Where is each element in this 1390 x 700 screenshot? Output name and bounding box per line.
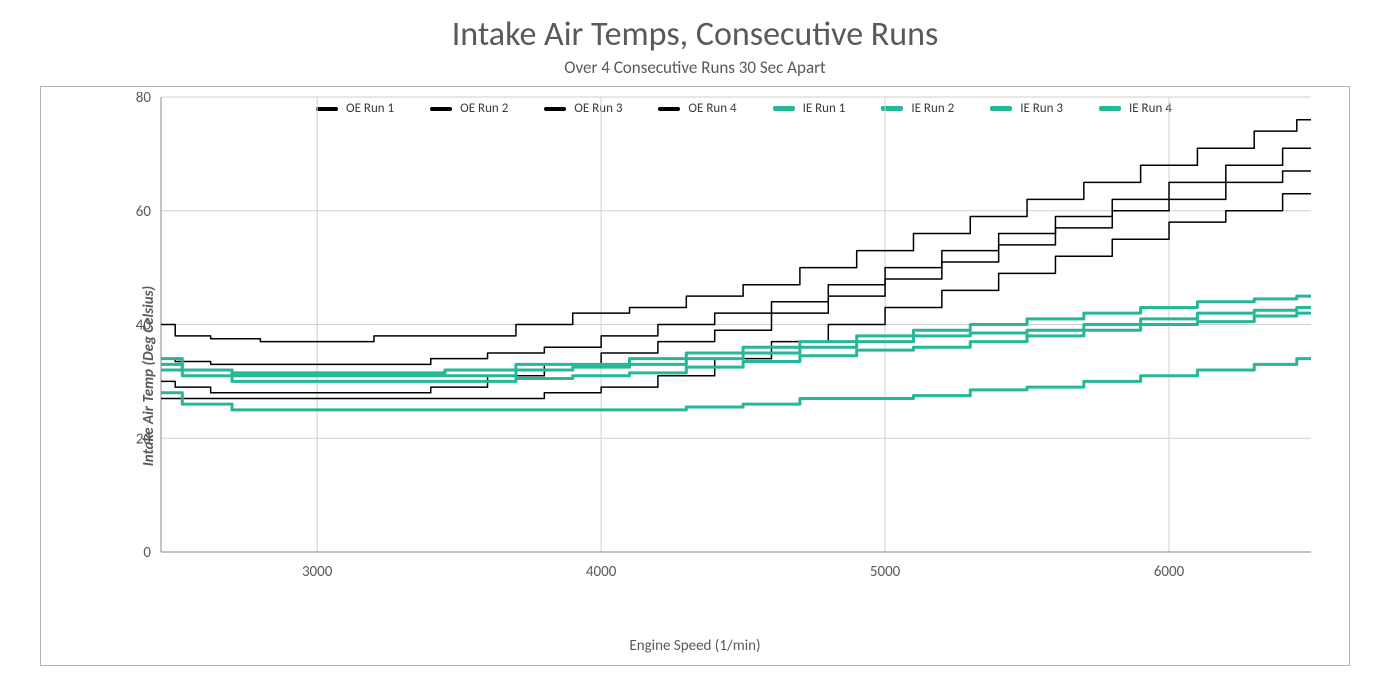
series-line: [161, 296, 1311, 373]
svg-text:5000: 5000: [870, 563, 901, 581]
series-line: [161, 148, 1311, 364]
chart-title: Intake Air Temps, Consecutive Runs: [0, 14, 1390, 55]
chart-svg: 3000 4000 5000 6000 0 20 40 60 80: [121, 92, 1321, 612]
chart-subtitle: Over 4 Consecutive Runs 30 Sec Apart: [0, 57, 1390, 78]
svg-text:0: 0: [143, 544, 151, 562]
svg-text:60: 60: [136, 203, 152, 221]
series-line: [161, 120, 1311, 342]
plot-frame: Intake Air Temp (Deg Celsius) Engine Spe…: [40, 86, 1350, 666]
svg-text:20: 20: [136, 430, 152, 448]
svg-text:3000: 3000: [302, 563, 333, 581]
svg-text:40: 40: [136, 317, 152, 335]
svg-text:80: 80: [136, 92, 152, 107]
svg-text:4000: 4000: [586, 563, 617, 581]
svg-text:6000: 6000: [1154, 563, 1185, 581]
x-axis-label: Engine Speed (1/min): [629, 637, 760, 655]
